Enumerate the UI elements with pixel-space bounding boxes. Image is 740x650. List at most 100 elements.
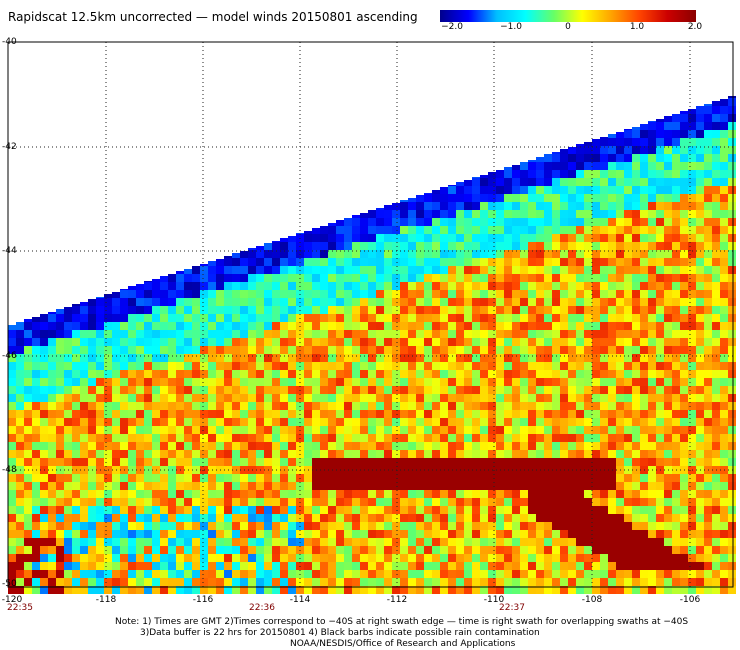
wind-cell [208,514,216,522]
wind-cell [400,394,408,402]
wind-cell [456,266,464,274]
wind-cell [376,522,384,530]
wind-cell [312,410,320,418]
wind-cell [208,442,216,450]
wind-cell [24,394,32,402]
wind-cell [472,322,480,330]
wind-cell [640,498,648,506]
wind-cell [472,354,480,362]
wind-cell [488,250,496,258]
wind-cell [360,426,368,434]
wind-cell [152,506,160,514]
wind-cell [504,170,512,178]
wind-cell [368,282,376,290]
wind-cell [656,258,664,266]
wind-cell [616,482,624,490]
wind-cell [456,490,464,498]
wind-cell [328,482,336,490]
wind-cell [704,282,712,290]
wind-cell [464,458,472,466]
wind-cell [480,298,488,306]
wind-cell [584,378,592,386]
wind-cell [464,322,472,330]
wind-cell [312,570,320,578]
wind-cell [520,194,528,202]
wind-cell [632,530,640,538]
wind-cell [408,506,416,514]
wind-cell [384,458,392,466]
wind-cell [216,402,224,410]
wind-cell [632,154,640,162]
wind-cell [120,514,128,522]
wind-cell [328,434,336,442]
wind-cell [352,386,360,394]
wind-cell [216,506,224,514]
wind-cell [216,554,224,562]
wind-cell [536,514,544,522]
wind-cell [400,298,408,306]
wind-cell [232,418,240,426]
wind-cell [376,218,384,226]
wind-cell [656,402,664,410]
wind-cell [360,314,368,322]
wind-cell [264,354,272,362]
wind-cell [376,442,384,450]
wind-cell [672,146,680,154]
wind-cell [440,274,448,282]
wind-cell [568,258,576,266]
wind-cell [456,338,464,346]
wind-cell [288,386,296,394]
wind-cell [600,226,608,234]
wind-cell [456,498,464,506]
wind-cell [640,538,648,546]
wind-cell [720,186,728,194]
wind-cell [432,586,440,594]
wind-cell [632,346,640,354]
wind-cell [240,458,248,466]
wind-cell [256,282,264,290]
wind-cell [32,410,40,418]
wind-cell [360,226,368,234]
wind-cell [544,386,552,394]
wind-cell [96,410,104,418]
wind-cell [640,242,648,250]
wind-cell [152,578,160,586]
wind-cell [200,506,208,514]
wind-cell [632,178,640,186]
wind-cell [592,410,600,418]
wind-cell [320,298,328,306]
wind-cell [680,218,688,226]
wind-cell [272,554,280,562]
wind-cell [664,490,672,498]
wind-cell [304,410,312,418]
wind-cell [40,450,48,458]
wind-cell [320,490,328,498]
wind-cell [504,218,512,226]
wind-cell [344,330,352,338]
wind-cell [192,458,200,466]
wind-cell [600,450,608,458]
wind-cell [544,458,552,466]
wind-cell [592,242,600,250]
wind-cell [184,418,192,426]
wind-cell [560,426,568,434]
wind-cell [728,562,736,570]
wind-cell [624,242,632,250]
wind-cell [392,322,400,330]
wind-cell [632,202,640,210]
wind-cell [224,522,232,530]
wind-cell [440,226,448,234]
wind-cell [224,530,232,538]
wind-cell [352,266,360,274]
wind-cell [680,138,688,146]
wind-cell [672,498,680,506]
wind-cell [200,562,208,570]
wind-cell [624,194,632,202]
wind-cell [728,114,736,122]
wind-cell [512,482,520,490]
wind-cell [288,236,296,244]
wind-cell [136,298,144,306]
wind-cell [688,570,696,578]
wind-cell [120,290,128,298]
wind-cell [552,314,560,322]
